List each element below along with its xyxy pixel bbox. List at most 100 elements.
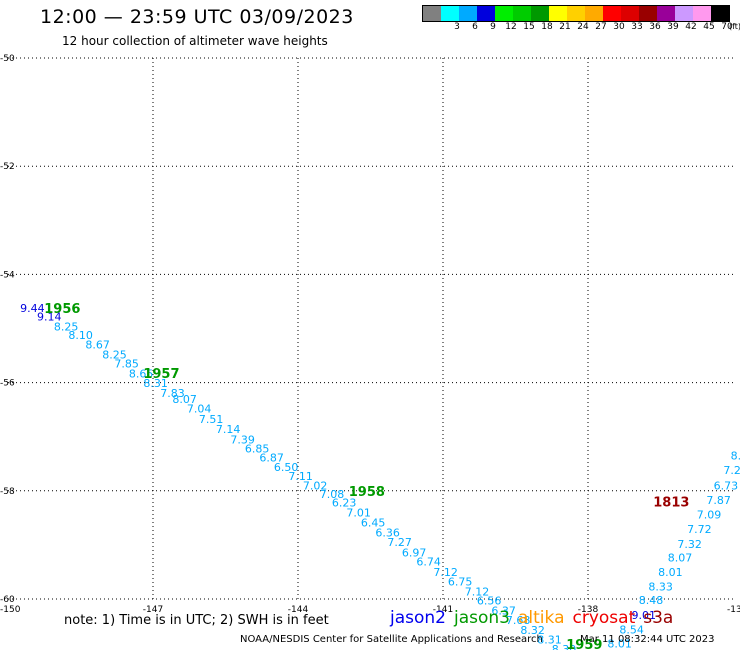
swh-label: 8.01: [658, 566, 683, 579]
swh-label: 7.72: [687, 523, 712, 536]
swh-label: 7.22: [723, 464, 740, 477]
swh-label: 8.30: [552, 643, 577, 650]
swh-label: 7.51: [199, 413, 224, 426]
swh-label: 7.68: [506, 614, 531, 627]
swh-label: 7.27: [387, 536, 412, 549]
swh-label: 8.31: [537, 634, 562, 647]
scale-label: 24: [577, 22, 589, 32]
swh-label: 8.48: [639, 594, 664, 607]
credit-line: NOAA/NESDIS Center for Satellite Applica…: [240, 634, 543, 645]
scale-swatch: [657, 6, 675, 21]
swh-label: 8.07: [172, 393, 197, 406]
swh-label: 8.25: [102, 348, 127, 361]
scale-label: 42: [685, 22, 697, 32]
swh-label: 8.65: [129, 367, 154, 380]
scale-label: 9: [490, 22, 496, 32]
scale-label: 12: [505, 22, 517, 32]
scale-swatch: [621, 6, 639, 21]
swh-label: 8.54: [619, 623, 644, 636]
scale-swatch: [711, 6, 729, 21]
swh-label: 8.32: [520, 624, 545, 637]
swh-label: 9.01: [632, 609, 657, 622]
scale-swatch: [423, 6, 441, 21]
scale-swatch: [639, 6, 657, 21]
swh-label: 9.44: [20, 302, 45, 315]
scale-label: 36: [649, 22, 661, 32]
scale-label: 45: [703, 22, 715, 32]
scale-label: 27: [595, 22, 607, 32]
x-tick-label: -144: [288, 605, 309, 615]
swh-label: 6.37: [491, 604, 516, 617]
scale-label: 18: [541, 22, 553, 32]
scale-label: 21: [559, 22, 571, 32]
y-tick-label: -54: [0, 270, 15, 280]
satellite-legend: jason2 jason3 altika cryosat s3a: [390, 608, 681, 628]
swh-label: 7.11: [288, 470, 313, 483]
x-tick-label: -147: [143, 605, 163, 615]
y-tick-label: -60: [0, 595, 15, 605]
time-label: 1958: [349, 485, 385, 500]
generated-timestamp: Mar 11 08:32:44 UTC 2023: [580, 634, 715, 645]
y-tick-label: -56: [0, 379, 15, 389]
scale-swatch: [567, 6, 585, 21]
scale-label: 6: [472, 22, 478, 32]
y-tick-label: -50: [0, 54, 15, 64]
swh-label: 8.48: [731, 450, 740, 463]
swh-label: 6.73: [714, 479, 739, 492]
swh-label: 8.10: [68, 329, 93, 342]
scale-label: 39: [667, 22, 679, 32]
scale-swatch: [675, 6, 693, 21]
swh-label: 8.67: [85, 339, 110, 352]
scale-swatch: [531, 6, 549, 21]
scale-label: 33: [631, 22, 643, 32]
scale-swatch: [477, 6, 495, 21]
swh-label: 7.02: [303, 479, 328, 492]
satellite-s3a: s3a: [643, 608, 674, 628]
swh-label: 7.12: [433, 566, 458, 579]
swh-label: 7.83: [160, 387, 185, 400]
swh-label: 7.32: [677, 538, 702, 551]
scale-swatch: [459, 6, 477, 21]
scale-label: 3: [454, 22, 460, 32]
scale-label: 30: [613, 22, 625, 32]
satellite-jason2: jason2: [390, 608, 446, 628]
swh-label: 6.45: [361, 517, 386, 530]
swh-label: 7.09: [697, 509, 722, 522]
swh-label: 7.14: [216, 423, 241, 436]
swh-label: 6.97: [402, 546, 427, 559]
swh-label: 8.33: [648, 581, 673, 594]
color-scale-bar: [422, 5, 730, 22]
footer-note: note: 1) Time is in UTC; 2) SWH is in fe…: [64, 613, 329, 628]
swh-label: 7.01: [346, 506, 371, 519]
swh-label: 6.87: [259, 451, 284, 464]
scale-swatch: [495, 6, 513, 21]
time-label: 1957: [143, 367, 179, 382]
swh-label: 7.85: [114, 358, 139, 371]
time-label: 1956: [44, 302, 80, 317]
swh-label: 6.36: [375, 526, 400, 539]
y-tick-label: -58: [0, 487, 15, 497]
color-scale-labels: 3 6 9 12 15 18 21 24 27 30 33 36 39 42 45 70: [422, 22, 740, 34]
x-tick-label: -150: [0, 605, 21, 615]
satellite-jason3: jason3: [454, 608, 510, 628]
scale-label: 15: [523, 22, 535, 32]
swh-label: 6.50: [274, 461, 299, 474]
x-tick-label: -138: [578, 605, 599, 615]
swh-label: 7.08: [320, 488, 345, 501]
scale-swatch: [549, 6, 567, 21]
satellite-altika: altika: [518, 608, 565, 628]
satellite-cryosat: cryosat: [572, 608, 636, 628]
color-scale-unit: (ft): [729, 22, 740, 31]
scale-swatch: [585, 6, 603, 21]
scale-swatch: [693, 6, 711, 21]
swh-label: 7.39: [230, 433, 255, 446]
time-label: 1959: [566, 638, 602, 650]
swh-label: 9.14: [37, 311, 62, 324]
swh-label: 8.31: [143, 377, 168, 390]
chart-subtitle: 12 hour collection of altimeter wave hei…: [62, 34, 328, 48]
x-tick-label: -141: [433, 605, 453, 615]
swh-label: 6.85: [245, 443, 269, 456]
swh-label: 6.74: [416, 556, 441, 569]
scale-swatch: [603, 6, 621, 21]
